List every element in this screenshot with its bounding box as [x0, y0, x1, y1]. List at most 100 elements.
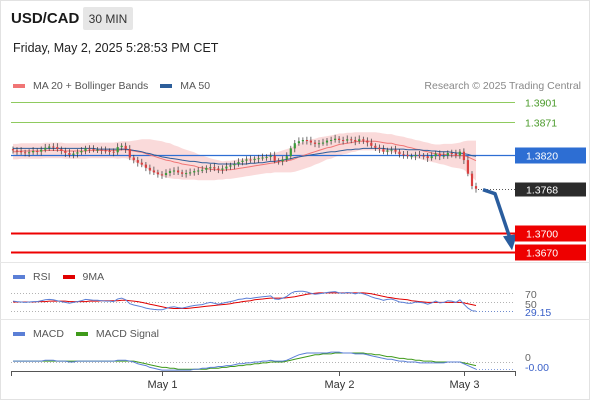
level-tag-1.3700 [515, 225, 586, 242]
candle-body [64, 151, 67, 153]
candle-body [474, 186, 478, 189]
candle-body [96, 149, 99, 151]
candle-body [265, 156, 268, 158]
candle-body [253, 158, 256, 161]
macd-panel [11, 351, 515, 371]
timeframe-label: 30 MIN [88, 11, 128, 26]
candle-body [430, 156, 433, 159]
candle-body [164, 173, 168, 175]
candle-body [15, 150, 19, 152]
candle-body [410, 156, 413, 158]
research-credit: Research © 2025 Trading Central [424, 80, 581, 92]
candle-body [426, 156, 429, 159]
candle-body [217, 168, 220, 170]
candle-body [466, 160, 469, 174]
level-labels-layer: 1.3901 1.3871 1.3820 1.3768 1.3700 1.3670 [515, 98, 586, 261]
candle-body [334, 138, 337, 140]
candle-body [108, 151, 111, 152]
ma20-legend-swatch [13, 84, 25, 88]
candle-body [229, 165, 232, 167]
projection-arrow-head [503, 234, 517, 251]
macd-legend-label: MACD [33, 328, 64, 340]
candle-body [116, 147, 119, 153]
datetime-label: Friday, May 2, 2025 5:28:53 PM CET [13, 41, 219, 55]
candle-body [76, 152, 79, 154]
x-axis: May 1 May 2 May 3 [11, 371, 516, 391]
candle-body [120, 145, 123, 148]
macd-line [13, 351, 477, 371]
candle-body [144, 164, 147, 168]
candle-body [193, 171, 196, 173]
candle-body [442, 155, 445, 157]
rsi-level-70-label: 70 [525, 289, 537, 301]
candle-body [104, 150, 107, 152]
candle-body [36, 151, 39, 152]
candle-body [156, 172, 159, 175]
candle-body [386, 150, 389, 152]
x-tick-label: May 1 [148, 379, 178, 391]
candle-body [140, 162, 143, 165]
candle-body [56, 147, 59, 149]
candle-body [422, 155, 425, 157]
candle-body [168, 171, 172, 173]
level-tag-1.3670 [515, 244, 586, 261]
rsi-legend-label: RSI [33, 271, 51, 283]
candle-body [446, 153, 449, 156]
candle-body [317, 143, 321, 145]
rsi-ma-line [13, 292, 477, 309]
candle-body [11, 149, 15, 151]
candle-body [128, 149, 131, 158]
x-tick-label: May 3 [450, 379, 480, 391]
level-label-1.3700: 1.3700 [526, 229, 558, 241]
level-label-1.3670: 1.3670 [526, 248, 558, 260]
candle-body [438, 153, 441, 157]
candle-body [406, 154, 409, 157]
candle-body [342, 140, 345, 141]
candle-body [370, 142, 373, 146]
candle-body [80, 151, 83, 153]
candle-body [402, 154, 405, 156]
candle-body [366, 140, 369, 143]
candle-body [281, 159, 284, 162]
candle-body [261, 157, 264, 159]
x-tick-label: May 2 [325, 379, 355, 391]
candle-body [237, 162, 240, 164]
candle-body [225, 166, 228, 169]
level-label-1.3871: 1.3871 [525, 118, 557, 130]
candle-body [321, 142, 325, 144]
candle-body [60, 149, 63, 151]
ma20-line [13, 140, 477, 172]
candle-body [68, 153, 71, 155]
candle-body [136, 160, 139, 163]
candle-body [32, 151, 35, 153]
rsi-value-label: 29.15 [525, 307, 551, 319]
candle-body [132, 157, 135, 161]
candle-body [201, 169, 204, 171]
candle-body [338, 138, 341, 140]
candle-body [100, 149, 103, 151]
projection-arrow-line [482, 187, 512, 239]
candle-body [293, 143, 296, 149]
timeframe-button[interactable]: 30 MIN [83, 7, 133, 30]
candle-body [177, 170, 180, 173]
rsi-line [12, 290, 477, 312]
candle-body [350, 139, 353, 141]
candle-body [325, 140, 329, 143]
candle-body [172, 170, 176, 172]
candle-body [72, 153, 75, 155]
candle-body [454, 153, 457, 156]
candle-body [88, 148, 91, 150]
candle-body [394, 149, 397, 152]
rsi-legend-swatch [13, 275, 25, 279]
candle-body [273, 155, 276, 161]
candle-body [354, 140, 357, 142]
candle-body [382, 149, 385, 152]
macd-signal-legend-swatch [75, 332, 88, 336]
last-price-label: 1.3768 [526, 185, 558, 197]
candle-body [241, 160, 244, 162]
candle-body [233, 164, 236, 166]
candle-body [245, 159, 248, 161]
candle-body [160, 174, 164, 176]
